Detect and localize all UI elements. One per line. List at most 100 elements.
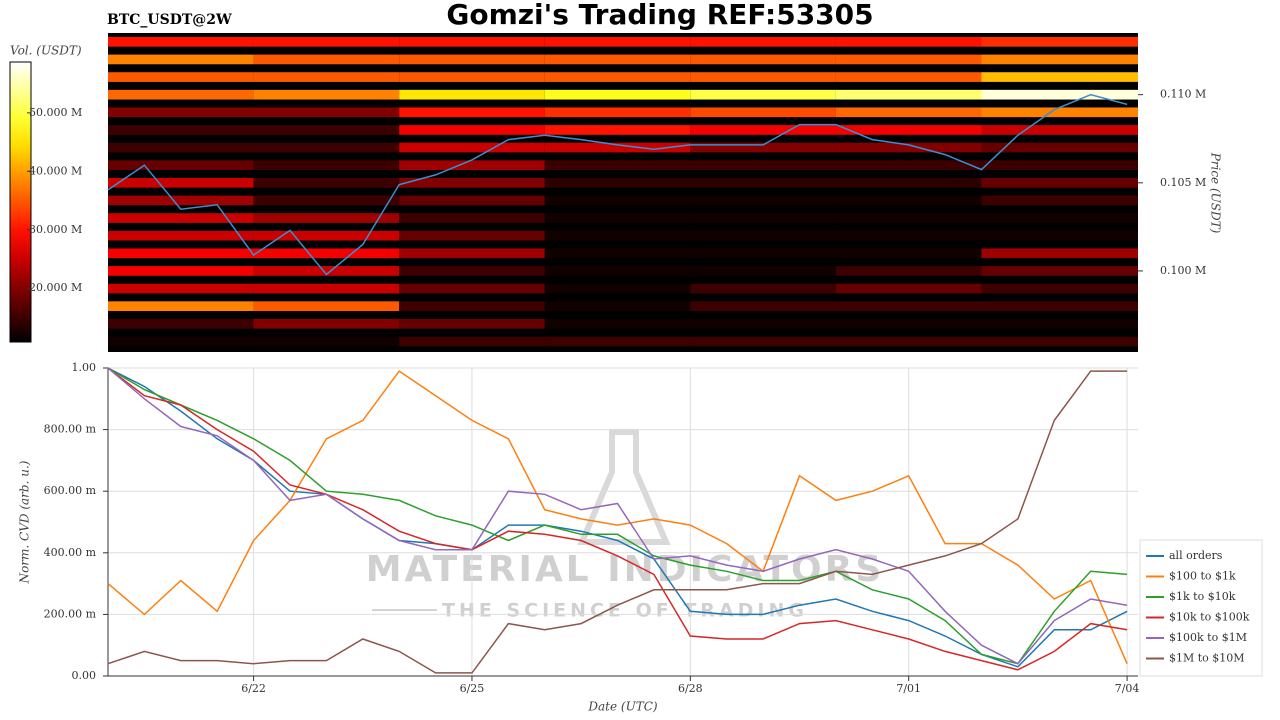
heatmap-cell: [108, 195, 254, 206]
heatmap-cell: [690, 160, 836, 171]
y-tick-label: 0.00: [72, 669, 97, 682]
heatmap-cell: [690, 125, 836, 135]
heatmap-cell: [253, 142, 400, 153]
y-tick-label: 0.100 M: [1160, 264, 1206, 277]
heatmap: 0.100 M 0.105 M 0.110 M: [107, 36, 1206, 347]
heatmap-cell: [690, 142, 836, 153]
heatmap-cell: [544, 107, 691, 118]
x-tick-label: 6/28: [678, 682, 703, 695]
heatmap-cell: [544, 54, 691, 65]
heatmap-cell: [544, 72, 691, 82]
heatmap-cell: [253, 230, 400, 241]
heatmap-cell: [544, 160, 691, 171]
colorbar-tick-label: 20.000 M: [29, 281, 82, 294]
heatmap-cell: [981, 248, 1138, 259]
heatmap-cell: [253, 248, 400, 259]
data-line: [107, 367, 1128, 665]
heatmap-cell: [835, 54, 982, 65]
legend-label: $10k to $100k: [1169, 611, 1250, 624]
heatmap-cell: [399, 230, 545, 241]
heatmap-cell: [544, 125, 691, 135]
heatmap-cell: [253, 54, 400, 65]
heatmap-background: [108, 33, 1138, 352]
heatmap-cell: [981, 195, 1138, 206]
heatmap-cell: [544, 36, 691, 47]
y-tick-label: 1.00: [72, 361, 97, 374]
heatmap-cell: [981, 301, 1138, 312]
heatmap-cell: [690, 107, 836, 118]
heatmap-cell: [399, 36, 545, 47]
legend-label: $1M to $10M: [1169, 652, 1245, 665]
heatmap-cell: [108, 230, 254, 241]
heatmap-cell: [690, 336, 836, 347]
heatmap-cell: [835, 107, 982, 118]
watermark-icon: [577, 429, 671, 545]
heatmap-cell: [690, 230, 836, 241]
heatmap-cell: [981, 107, 1138, 118]
heatmap-cell: [544, 213, 691, 223]
heatmap-cell: [981, 36, 1138, 47]
heatmap-cell: [108, 266, 254, 276]
heatmap-cell: [835, 283, 982, 294]
heatmap-cell: [253, 283, 400, 294]
heatmap-cell: [108, 318, 254, 329]
heatmap-cell: [399, 72, 545, 82]
heatmap-cell: [835, 177, 982, 188]
heatmap-cell: [690, 318, 836, 329]
heatmap-cell: [253, 160, 400, 171]
colorbar-label: Vol. (USDT): [10, 44, 82, 58]
heatmap-cell: [690, 72, 836, 82]
colorbar-tick-label: 30.000 M: [29, 223, 82, 236]
cvd-plot: MATERIAL INDICATORS THE SCIENCE OF TRADI…: [44, 361, 1263, 695]
heatmap-cell: [835, 195, 982, 206]
heatmap-cell: [544, 195, 691, 206]
x-axis-label: Date (UTC): [587, 700, 657, 714]
heatmap-cell: [399, 125, 545, 135]
heatmap-cell: [690, 54, 836, 65]
x-tick-label: 7/04: [1115, 682, 1140, 695]
heatmap-cell: [690, 89, 836, 100]
heatmap-cell: [544, 318, 691, 329]
heatmap-cell: [253, 266, 400, 276]
heatmap-cell: [690, 195, 836, 206]
legend-label: $1k to $10k: [1169, 590, 1236, 603]
heatmap-cell: [981, 54, 1138, 65]
heatmap-cell: [399, 54, 545, 65]
heatmap-cell: [108, 54, 254, 65]
watermark: THE SCIENCE OF TRADING: [442, 600, 808, 622]
legend-label: all orders: [1169, 549, 1223, 562]
heatmap-cell: [835, 72, 982, 82]
heatmap-cell: [690, 36, 836, 47]
heatmap-cell: [835, 160, 982, 171]
heatmap-cell: [981, 72, 1138, 82]
heatmap-cell: [253, 125, 400, 135]
heatmap-cell: [544, 142, 691, 153]
heatmap-cell: [690, 177, 836, 188]
heatmap-cell: [835, 248, 982, 259]
heatmap-cell: [399, 318, 545, 329]
heatmap-cell: [835, 318, 982, 329]
watermark: MATERIAL INDICATORS: [366, 549, 885, 590]
data-line: [107, 370, 1128, 674]
heatmap-cell: [399, 283, 545, 294]
heatmap-cell: [253, 107, 400, 118]
heatmap-cell: [108, 125, 254, 135]
heatmap-cell: [981, 160, 1138, 171]
heatmap-cell: [544, 283, 691, 294]
heatmap-cell: [835, 36, 982, 47]
data-line: [107, 367, 1128, 668]
data-line: [107, 370, 1128, 665]
y-tick-label: 800.00 m: [44, 423, 97, 436]
heatmap-cell: [981, 89, 1138, 100]
heatmap-cell: [544, 177, 691, 188]
heatmap-cell: [108, 107, 254, 118]
heatmap-cell: [399, 160, 545, 171]
heatmap-cell: [690, 283, 836, 294]
data-line: [107, 367, 1128, 671]
y-tick-label: 0.105 M: [1160, 176, 1206, 189]
heatmap-cell: [253, 89, 400, 100]
heatmap-cell: [981, 266, 1138, 276]
heatmap-cell: [981, 230, 1138, 241]
y-tick-label: 600.00 m: [44, 484, 97, 497]
heatmap-cell: [253, 301, 400, 312]
